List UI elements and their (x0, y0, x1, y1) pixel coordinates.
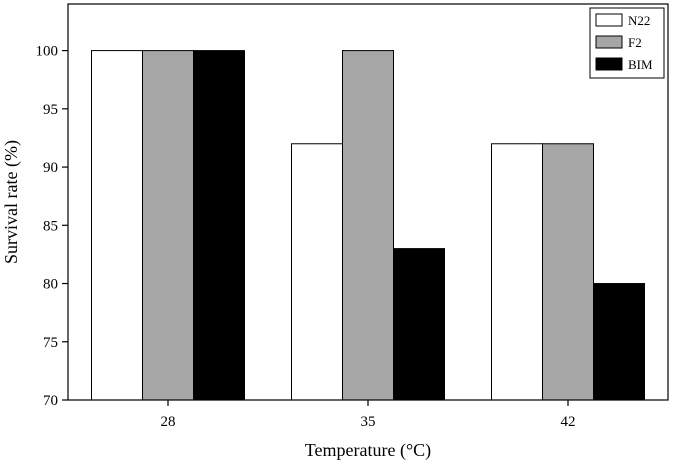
y-axis: 70 75 80 85 90 95 100 (36, 44, 68, 409)
legend-label-bim: BIM (628, 57, 653, 72)
y-tick-label: 90 (43, 160, 58, 176)
bar-bim-28 (193, 50, 245, 401)
legend-swatch-f2 (595, 35, 623, 49)
legend-label-n22: N22 (628, 13, 650, 28)
x-axis-title: Temperature (°C) (305, 440, 431, 461)
bar-n22-28 (91, 50, 143, 401)
x-tick-label: 42 (561, 414, 576, 430)
bar-f2-28 (142, 50, 194, 401)
y-tick-label: 100 (36, 44, 59, 60)
legend-label-f2: F2 (628, 35, 642, 50)
y-tick-label: 70 (43, 393, 58, 409)
y-axis-title: Survival rate (%) (1, 140, 22, 264)
bar-bim-35 (393, 248, 445, 401)
y-tick-label: 95 (43, 102, 58, 118)
legend-swatch-n22 (595, 13, 623, 27)
x-tick-label: 28 (161, 414, 176, 430)
bar-f2-35 (342, 50, 394, 401)
x-axis: 28 35 42 (161, 400, 576, 430)
x-tick-label: 35 (361, 414, 376, 430)
bar-bim-42 (593, 283, 645, 401)
bars (91, 50, 645, 401)
y-tick-label: 75 (43, 335, 58, 351)
legend: N22 F2 BIM (589, 7, 665, 79)
y-tick-label: 80 (43, 277, 58, 293)
bar-f2-42 (542, 143, 594, 401)
y-tick-label: 85 (43, 218, 58, 234)
bar-n22-35 (291, 143, 343, 401)
legend-swatch-bim (595, 57, 623, 71)
bar-n22-42 (491, 143, 543, 401)
